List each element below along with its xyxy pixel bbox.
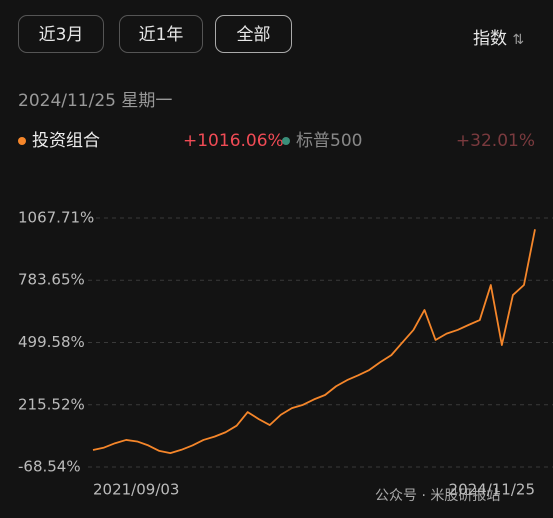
y-tick-label: 783.65% (18, 271, 85, 289)
legend-swatch (282, 137, 290, 145)
index-toggle[interactable]: 指数 ⇅ (473, 24, 524, 49)
x-tick-label: 2021/09/03 (93, 481, 179, 499)
legend-name: 标普500 (296, 131, 362, 151)
range-3m-button[interactable]: 近3月 (18, 15, 104, 53)
filter-icon: ⇅ (512, 32, 525, 48)
date-label: 2024/11/25 星期一 (18, 91, 173, 111)
range-all-button[interactable]: 全部 (215, 15, 292, 53)
legend-change: +1016.06% (183, 131, 284, 151)
y-tick-label: -68.54% (18, 458, 81, 476)
y-tick-label: 499.58% (18, 333, 85, 351)
legend-name: 投资组合 (32, 131, 100, 151)
y-tick-label: 215.52% (18, 395, 85, 413)
series-line (92, 229, 536, 454)
x-tick-label: 2024/11/25 (449, 481, 535, 499)
legend-swatch (18, 137, 26, 145)
legend-change: +32.01% (456, 131, 535, 151)
y-tick-label: 1067.71% (18, 209, 94, 227)
index-label: 指数 (473, 29, 507, 49)
watermark: 公众号 · 米股研报站 (375, 488, 500, 504)
range-1y-button[interactable]: 近1年 (119, 15, 203, 53)
